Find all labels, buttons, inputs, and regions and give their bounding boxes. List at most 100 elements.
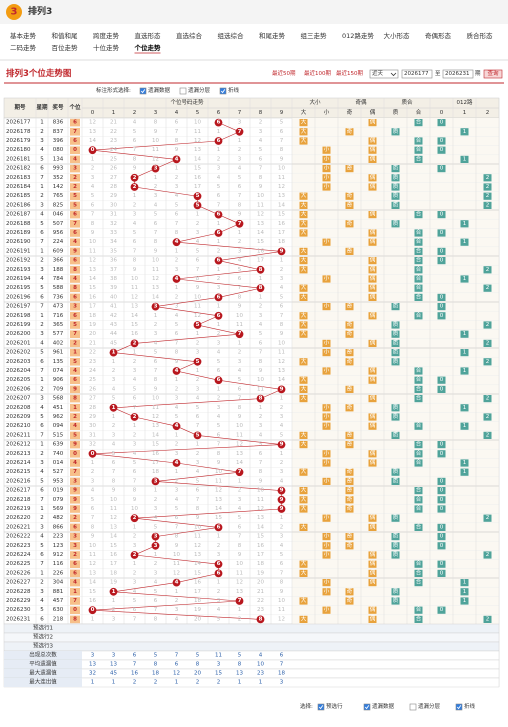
form-hit-label: 合 [416, 118, 422, 126]
range-link[interactable]: 最近150期 [336, 69, 363, 77]
nav-link[interactable]: 012路走势 [342, 31, 374, 40]
nav-link[interactable]: 组选综合 [218, 31, 245, 40]
nav-link[interactable]: 直选形态 [135, 31, 162, 40]
checkbox[interactable] [409, 703, 417, 711]
period: 2026190 [6, 239, 31, 245]
query-button[interactable] [483, 69, 503, 79]
to-input[interactable] [442, 69, 474, 79]
hit-digit: 6 [217, 120, 221, 126]
omission-value: 13 [194, 147, 201, 153]
nav-link[interactable]: 组三走势 [301, 31, 328, 40]
form-hit [460, 468, 469, 476]
hit-ball [277, 385, 286, 394]
form-hit-label: 0 [440, 304, 444, 310]
omission-value: 1 [259, 294, 263, 300]
omission-value: 15 [152, 442, 159, 448]
form-hit-label: 大 [301, 136, 307, 144]
units-cell [70, 569, 80, 578]
omission-value: 1 [196, 368, 200, 374]
form-hit-label: 0 [440, 258, 444, 264]
form-hit [391, 339, 400, 347]
from-input[interactable] [401, 69, 433, 79]
checkbox[interactable] [363, 703, 371, 711]
units-cell [70, 174, 80, 182]
prize-number: 993 [53, 166, 64, 172]
nav-link[interactable]: 个位走势 [134, 43, 162, 52]
omission-value: 7 [133, 478, 137, 484]
omission-value: 3 [196, 386, 200, 392]
checkbox[interactable] [179, 87, 187, 95]
range-link[interactable]: 最近50期 [272, 69, 296, 77]
hit-ball [193, 201, 202, 210]
form-hit [368, 174, 377, 182]
units-digit: 4 [73, 156, 77, 162]
hit-ball [172, 238, 181, 247]
form-hit [483, 431, 492, 439]
omission-value: 11 [152, 267, 159, 273]
form-hit-label: 小 [324, 164, 330, 172]
omission-value: 8 [175, 350, 179, 356]
prize-number: 912 [53, 552, 64, 558]
weekday: 1 [40, 570, 44, 576]
form-hit [322, 155, 331, 163]
prize-number: 881 [53, 589, 64, 595]
nav-link[interactable]: 大小形态 [384, 31, 411, 40]
select-box[interactable] [369, 69, 399, 79]
omission-value: 8 [280, 322, 284, 328]
weekday: 6 [40, 616, 44, 622]
checkbox[interactable] [219, 87, 227, 95]
omission-value: 3 [280, 469, 284, 475]
form-hit-label: 1 [463, 405, 467, 411]
nav-link[interactable]: 和尾走势 [259, 31, 286, 40]
nav-link[interactable]: 质合形态 [467, 31, 494, 40]
form-hit [368, 422, 377, 430]
form-hit-label: 合 [416, 449, 422, 457]
nav-link[interactable]: 和值和尾 [52, 31, 79, 40]
nav-link[interactable]: 十位走势 [93, 43, 120, 52]
checkbox[interactable] [317, 703, 325, 711]
omission-value: 16 [89, 294, 96, 300]
omission-value: 2 [238, 350, 242, 356]
form-hit-label: 0 [440, 147, 444, 153]
omission-value: 42 [110, 313, 117, 319]
nav-link[interactable]: 奇偶形态 [425, 31, 452, 40]
nav-link[interactable]: 直选综合 [176, 31, 203, 40]
omission-value: 2 [133, 570, 137, 576]
form-hit [368, 395, 377, 403]
units-digit: 9 [73, 488, 77, 494]
hit-digit: 0 [91, 147, 95, 153]
omission-value: 5 [154, 589, 158, 595]
form-hit [460, 597, 469, 605]
option-text: 折线 [228, 86, 240, 94]
omission-value: 3 [280, 534, 284, 540]
units-digit: 9 [73, 497, 77, 503]
form-hit [322, 174, 331, 182]
form-hit [345, 496, 354, 504]
omission-value: 4 [154, 580, 158, 586]
form-hit [483, 358, 492, 366]
omission-value: 4 [175, 313, 179, 319]
form-hit-label: 奇 [347, 486, 353, 494]
form-hit-label: 小 [324, 154, 330, 162]
period: 2026206 [6, 386, 31, 392]
omission-value: 1 [280, 451, 284, 457]
period: 2026186 [6, 202, 31, 208]
units-digit: 7 [73, 331, 77, 337]
omission-value: 7 [238, 534, 242, 540]
form-hit-label: 0 [440, 607, 444, 613]
nav-link[interactable]: 二码走势 [10, 43, 37, 52]
nav-link[interactable]: 百位走势 [52, 43, 79, 52]
nav-link[interactable]: 基本走势 [10, 31, 37, 40]
range-link[interactable]: 最近100期 [304, 69, 331, 77]
form-hit-label: 小 [324, 458, 330, 466]
form-hit [299, 468, 308, 476]
form-hit [437, 569, 446, 577]
checkbox[interactable] [455, 703, 463, 711]
form-hit [414, 450, 423, 458]
omission-value: 6 [133, 607, 137, 613]
units-cell [70, 164, 80, 173]
form-hit [437, 137, 446, 145]
omission-value: 40 [110, 294, 117, 300]
checkbox[interactable] [139, 87, 147, 95]
nav-link[interactable]: 跨度走势 [93, 31, 120, 40]
